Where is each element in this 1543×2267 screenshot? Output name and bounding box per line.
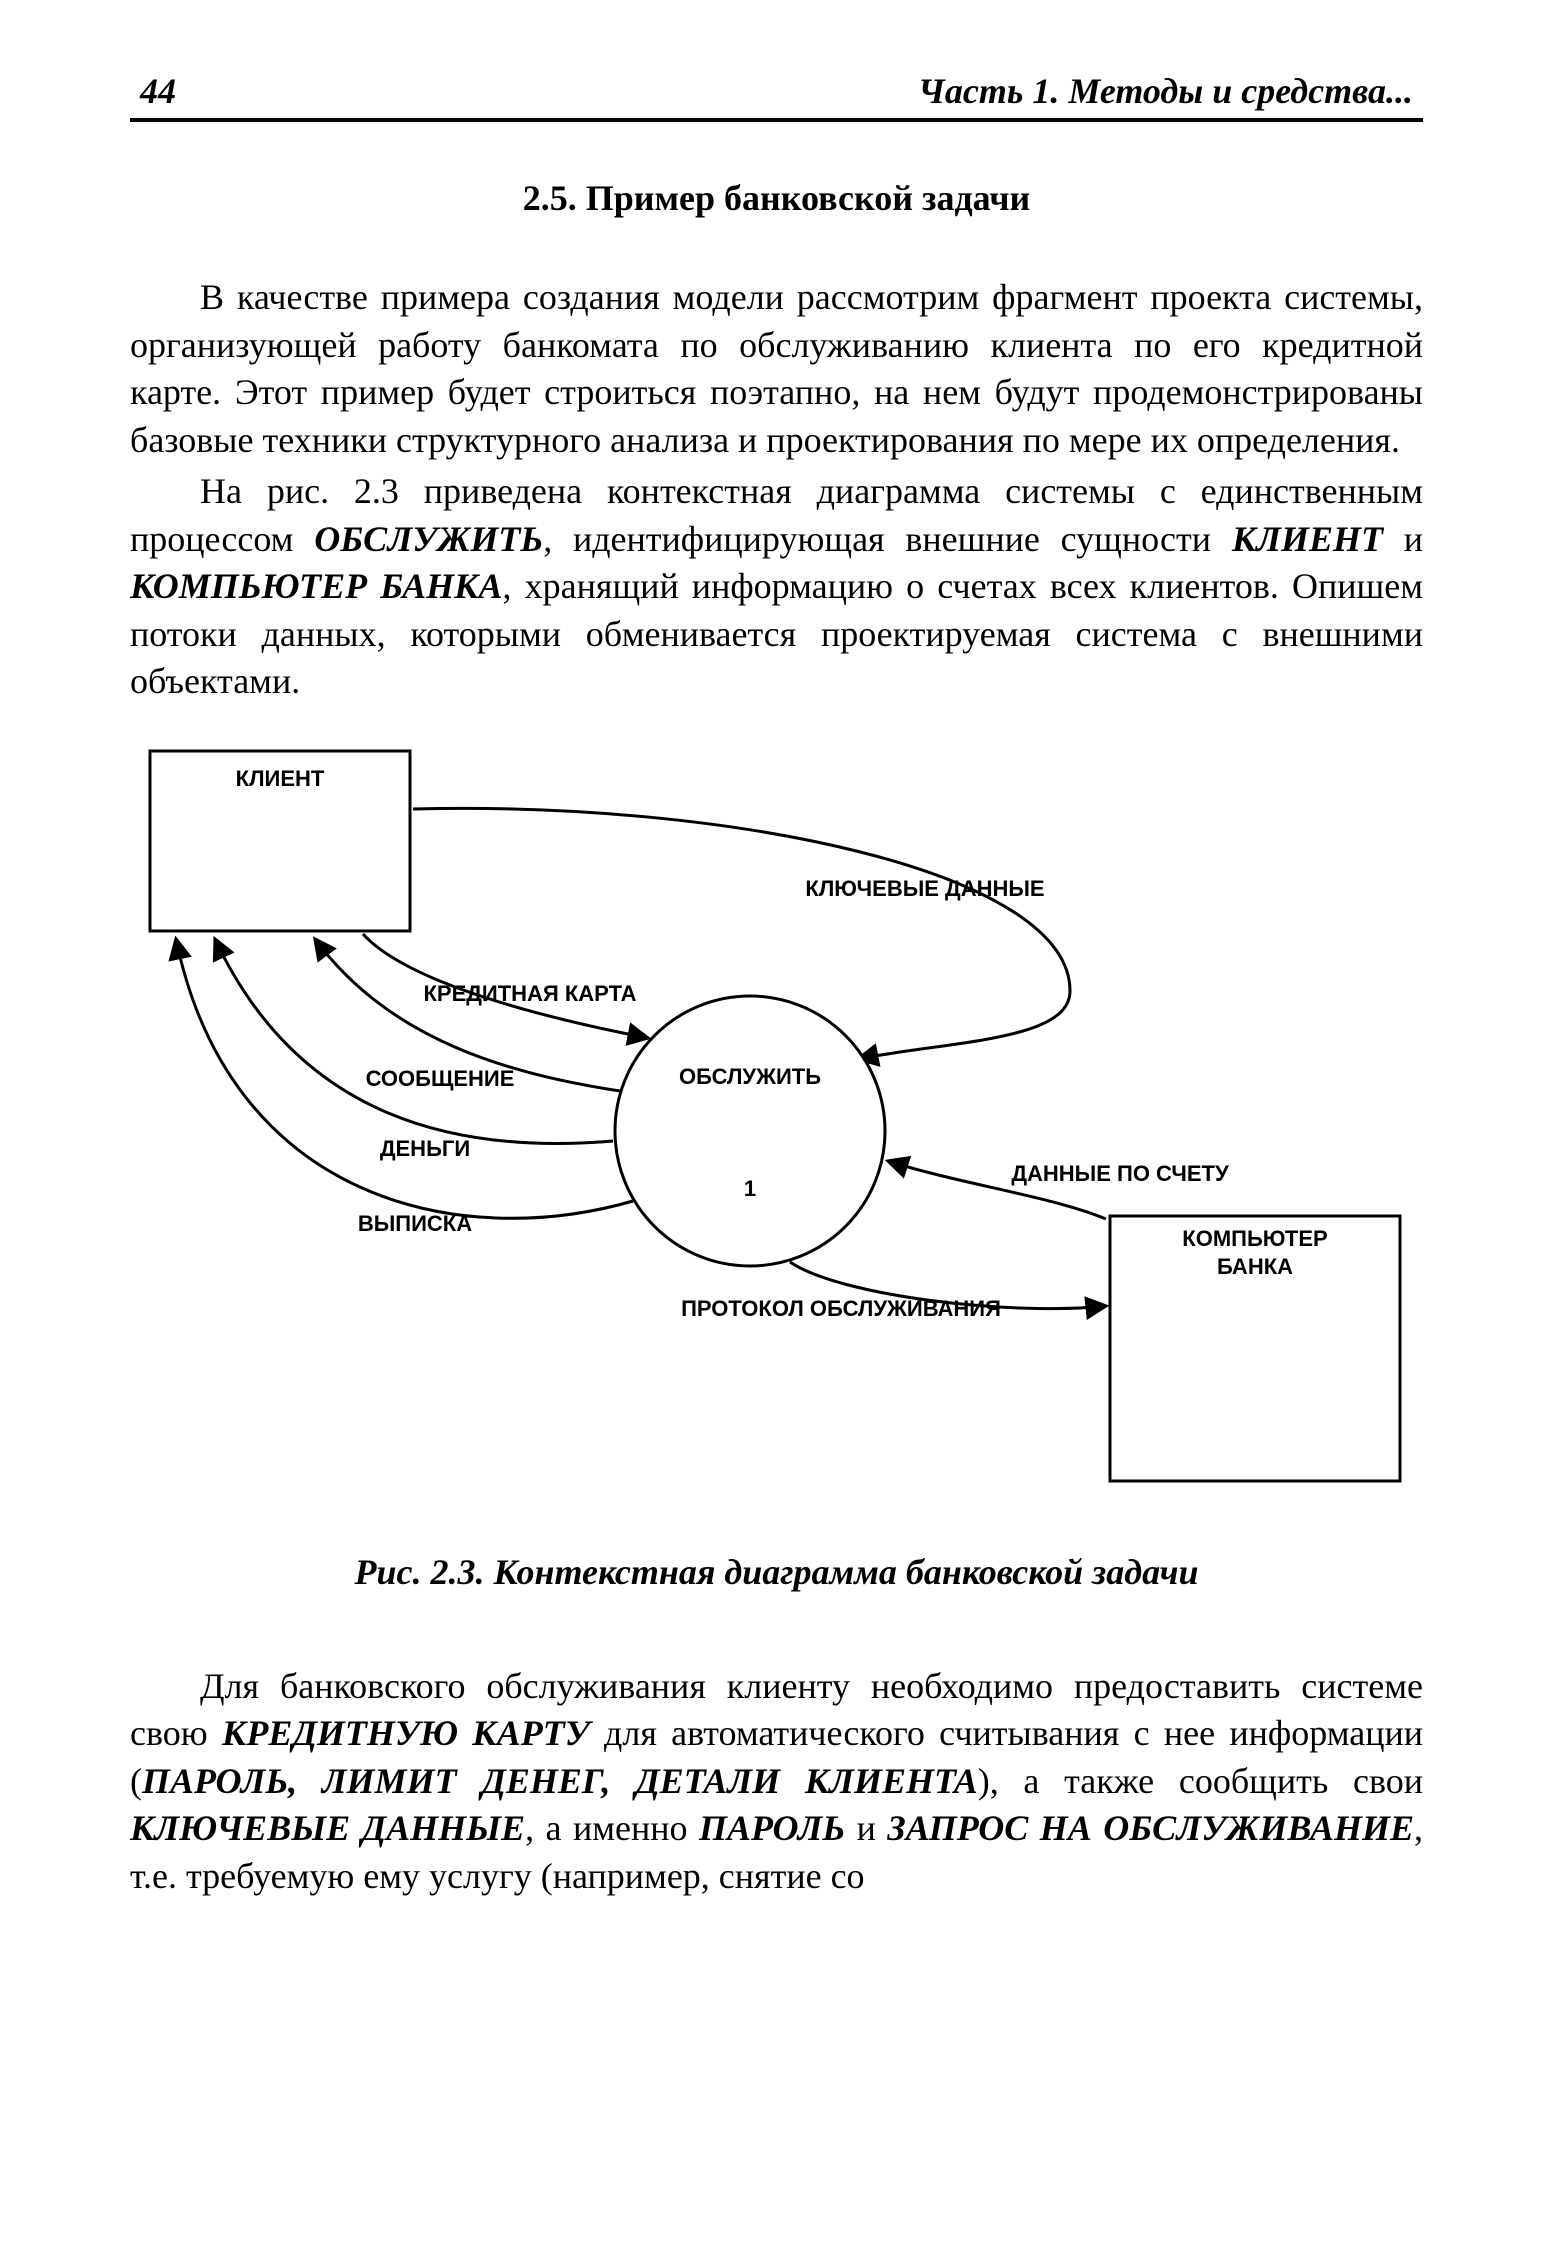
- text: и: [1383, 519, 1423, 559]
- emphasis: КЛИЕНТ: [1232, 519, 1383, 559]
- node-process: [615, 996, 885, 1266]
- header-rule: [130, 118, 1423, 122]
- emphasis: КОМПЬЮТЕР БАНКА: [130, 566, 503, 606]
- text: , а именно: [525, 1808, 699, 1848]
- context-diagram-svg: КЛЮЧЕВЫЕ ДАННЫЕ КРЕДИТНАЯ КАРТА СООБЩЕНИЕ Д…: [130, 741, 1420, 1511]
- edge-label-money: ДЕНЬГИ: [380, 1136, 470, 1161]
- nodes: КЛИЕНТ ОБСЛУЖИТЬ 1 КОМПЬЮТЕР БАНКА: [150, 751, 1400, 1481]
- emphasis: ПАРОЛЬ, ЛИМИТ ДЕНЕГ, ДЕТАЛИ КЛИЕНТА: [142, 1761, 978, 1801]
- node-label-process-top: ОБСЛУЖИТЬ: [679, 1064, 821, 1089]
- emphasis: ЗАПРОС НА ОБСЛУЖИВАНИЕ: [887, 1808, 1414, 1848]
- node-label-bank-1: КОМПЬЮТЕР: [1182, 1226, 1327, 1251]
- node-label-bank-2: БАНКА: [1217, 1254, 1293, 1279]
- edge-label-credit_card: КРЕДИТНАЯ КАРТА: [423, 981, 636, 1006]
- node-label-process-bottom: 1: [744, 1176, 756, 1201]
- emphasis: ОБСЛУЖИТЬ: [314, 519, 543, 559]
- edge-label-key_data: КЛЮЧЕВЫЕ ДАННЫЕ: [805, 876, 1044, 901]
- edge-label-message: СООБЩЕНИЕ: [366, 1066, 515, 1091]
- text: , идентифицирующая внешние сущности: [543, 519, 1232, 559]
- text: и: [845, 1808, 887, 1848]
- figure-caption: Рис. 2.3. Контекстная диаграмма банковск…: [130, 1551, 1423, 1593]
- page-number: 44: [140, 70, 176, 112]
- edge-label-protocol: ПРОТОКОЛ ОБСЛУЖИВАНИЯ: [681, 1296, 1001, 1321]
- emphasis: КЛЮЧЕВЫЕ ДАННЫЕ: [130, 1808, 525, 1848]
- paragraph-3: Для банковского обслуживания клиенту нео…: [130, 1663, 1423, 1901]
- emphasis: КРЕДИТНУЮ КАРТУ: [222, 1713, 590, 1753]
- running-header: 44 Часть 1. Методы и средства...: [130, 70, 1423, 118]
- edge-label-account_data: ДАННЫЕ ПО СЧЕТУ: [1011, 1161, 1229, 1186]
- node-label-client: КЛИЕНТ: [236, 766, 325, 791]
- edge-label-statement: ВЫПИСКА: [358, 1211, 472, 1236]
- text: ), а также сообщить свои: [978, 1761, 1423, 1801]
- running-title: Часть 1. Методы и средства...: [918, 70, 1413, 112]
- document-page: 44 Часть 1. Методы и средства... 2.5. Пр…: [0, 0, 1543, 2267]
- paragraph-1: В качестве примера создания модели рассм…: [130, 274, 1423, 464]
- emphasis: ПАРОЛЬ: [699, 1808, 845, 1848]
- paragraph-2: На рис. 2.3 приведена контекстная диагра…: [130, 468, 1423, 706]
- section-title: 2.5. Пример банковской задачи: [130, 177, 1423, 219]
- context-diagram: КЛЮЧЕВЫЕ ДАННЫЕ КРЕДИТНАЯ КАРТА СООБЩЕНИЕ Д…: [130, 741, 1423, 1511]
